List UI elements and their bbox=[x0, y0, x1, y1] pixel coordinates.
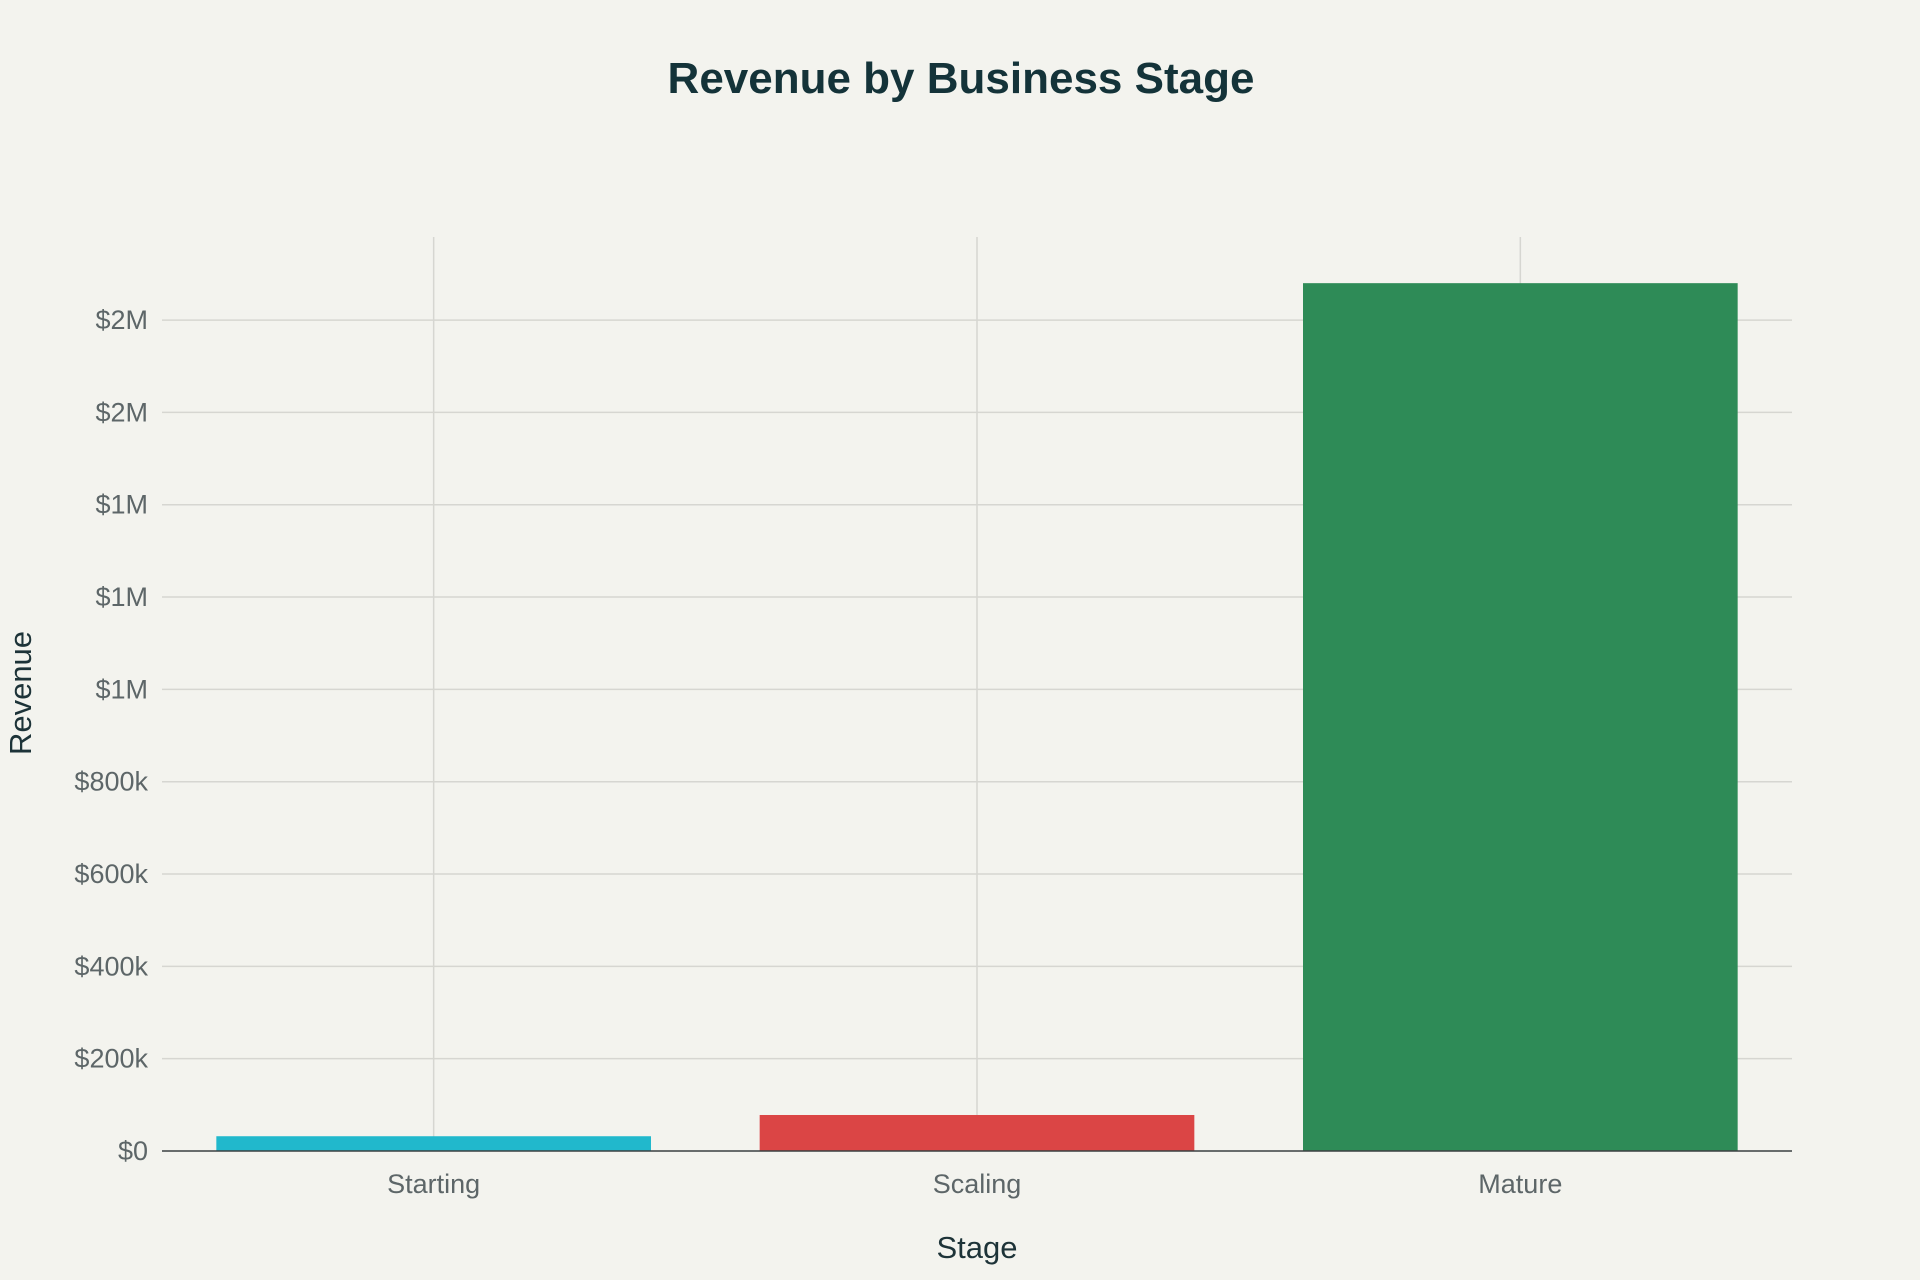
bar-scaling bbox=[759, 1114, 1195, 1151]
y-axis-label: Revenue bbox=[3, 631, 38, 755]
x-axis-ticks: Starting Scaling Mature bbox=[387, 1169, 1562, 1199]
y-axis-ticks: $0 $200k $400k $600k $800k $1M $1M $1M $2M $2M bbox=[74, 305, 148, 1166]
y-tick-label: $1M bbox=[95, 674, 148, 704]
y-tick-label: $0 bbox=[118, 1136, 148, 1166]
y-tick-label: $1M bbox=[95, 582, 148, 612]
x-tick-label: Mature bbox=[1478, 1169, 1562, 1199]
y-tick-label: $400k bbox=[74, 951, 148, 981]
y-tick-label: $800k bbox=[74, 767, 148, 797]
bar-mature bbox=[1303, 283, 1738, 1151]
x-tick-label: Starting bbox=[387, 1169, 480, 1199]
y-tick-label: $2M bbox=[95, 397, 148, 427]
bars bbox=[216, 283, 1738, 1151]
y-tick-label: $200k bbox=[74, 1044, 148, 1074]
x-tick-label: Scaling bbox=[933, 1169, 1022, 1199]
y-tick-label: $1M bbox=[95, 490, 148, 520]
bar-starting bbox=[216, 1136, 652, 1151]
x-axis-label: Stage bbox=[936, 1230, 1017, 1265]
chart-title: Revenue by Business Stage bbox=[668, 54, 1255, 103]
y-tick-label: $600k bbox=[74, 859, 148, 889]
y-tick-label: $2M bbox=[95, 305, 148, 335]
